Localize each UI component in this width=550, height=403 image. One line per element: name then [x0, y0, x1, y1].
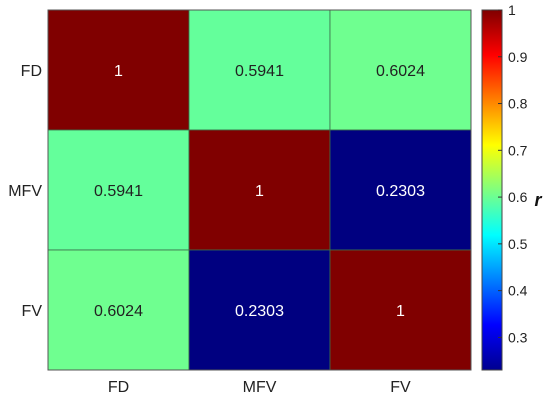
colorbar-tick-label: 0.3 — [508, 329, 528, 345]
colorbar-tick-label: 1 — [508, 2, 516, 18]
cell-value-label: 0.6024 — [94, 303, 143, 320]
colorbar-tick-label: 0.6 — [508, 189, 528, 205]
colorbar-ticks: 0.3 0.4 0.5 0.6 0.7 0.8 0.9 1 — [498, 2, 528, 345]
x-axis-ticks: FD MFV FV — [108, 379, 411, 396]
cell-value-label: 0.2303 — [235, 303, 284, 320]
colorbar — [481, 9, 503, 371]
x-tick-label: FV — [390, 379, 411, 396]
colorbar-tick-label: 0.7 — [508, 142, 528, 158]
heatmap-cell — [47, 129, 190, 251]
heatmap-cell-labels: 1 0.5941 0.6024 0.5941 1 0.2303 0.6024 0.2303 1 — [94, 63, 425, 320]
x-tick-label: FD — [108, 379, 129, 396]
cell-value-label: 1 — [396, 303, 405, 320]
cell-value-label: 1 — [255, 183, 264, 200]
cell-value-label: 0.2303 — [376, 183, 425, 200]
heatmap-cell — [329, 129, 472, 251]
colorbar-title: r — [534, 190, 542, 210]
heatmap-cell — [47, 249, 190, 371]
heatmap-cell — [47, 9, 190, 131]
heatmap-cell — [188, 9, 331, 131]
cell-value-label: 0.5941 — [94, 183, 143, 200]
colorbar-tick-label: 0.8 — [508, 96, 528, 112]
cell-value-label: 0.6024 — [376, 63, 425, 80]
colorbar-tick-label: 0.5 — [508, 236, 528, 252]
y-tick-label: FD — [21, 63, 42, 80]
colorbar-tick-label: 0.9 — [508, 49, 528, 65]
heatmap-cell — [188, 129, 331, 251]
plot-frame — [47, 9, 472, 371]
heatmap-cells — [47, 9, 472, 371]
cell-value-label: 0.5941 — [235, 63, 284, 80]
y-tick-label: FV — [22, 303, 43, 320]
colorbar-tick-label: 0.4 — [508, 283, 528, 299]
y-axis-ticks: FD MFV FV — [8, 63, 42, 320]
cell-value-label: 1 — [114, 63, 123, 80]
heatmap-cell — [188, 249, 331, 371]
x-tick-label: MFV — [243, 379, 277, 396]
y-tick-label: MFV — [8, 183, 42, 200]
